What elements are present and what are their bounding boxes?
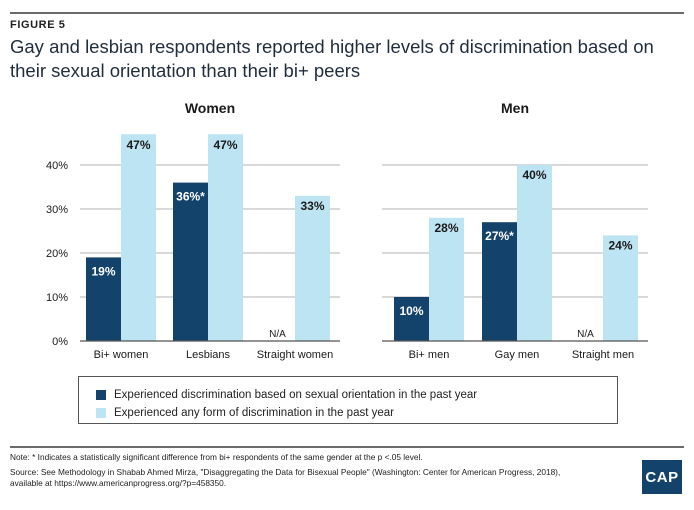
panel-1-ytick-label: 10% bbox=[46, 292, 68, 304]
cap-logo: CAP bbox=[642, 460, 682, 494]
panel-1-ytick-label: 0% bbox=[52, 336, 68, 348]
panel-2-data-label: 28% bbox=[434, 221, 458, 235]
panel-1-ytick-label: 30% bbox=[46, 204, 68, 216]
source-line-1: Source: See Methodology in Shabab Ahmed … bbox=[10, 467, 561, 477]
panel-1-data-label: 33% bbox=[300, 199, 324, 213]
panel-1-category-label: Lesbians bbox=[186, 349, 231, 361]
legend-label-1: Experienced discrimination based on sexu… bbox=[114, 389, 478, 401]
panel-1-data-label: 19% bbox=[91, 264, 115, 278]
panel-2-category-label: Gay men bbox=[495, 349, 540, 361]
bar-chart: Women 0% 10% 20% 30% 40% 19% 47% Bi+ women 36%* 47… bbox=[46, 100, 648, 361]
legend-swatch-1 bbox=[96, 390, 106, 400]
source-line-2: available at https://www.americanprogres… bbox=[10, 478, 227, 488]
panel-2-bar-any bbox=[429, 217, 464, 341]
panel-2-data-label: 10% bbox=[399, 304, 423, 318]
panel-2-bar-any bbox=[517, 165, 552, 341]
panel-1-data-label: 47% bbox=[126, 138, 150, 152]
panel-2-category-label: Bi+ men bbox=[409, 349, 450, 361]
panel-2-bar-orientation bbox=[394, 297, 429, 341]
panel-2-data-label: 24% bbox=[608, 238, 632, 252]
panel-2-na-label: N/A bbox=[577, 329, 594, 340]
panel-1-bar-any bbox=[208, 134, 243, 341]
panel-1-bar-any bbox=[121, 134, 156, 341]
legend-item-2: Experienced any form of discrimination i… bbox=[96, 406, 394, 420]
panel-2-data-label: 27%* bbox=[485, 229, 514, 243]
panel-1-data-label: 47% bbox=[213, 138, 237, 152]
panel-1-na-label: N/A bbox=[269, 329, 286, 340]
panel-2-category-label: Straight men bbox=[572, 349, 634, 361]
panel-1-ytick-label: 20% bbox=[46, 248, 68, 260]
figure-label: FIGURE 5 bbox=[10, 19, 66, 31]
panel-1-data-label: 36%* bbox=[176, 190, 205, 204]
chart-title: Gay and lesbian respondents reported hig… bbox=[10, 36, 654, 81]
panel-2-data-label: 40% bbox=[522, 168, 546, 182]
panel-1-title: Women bbox=[185, 100, 235, 116]
panel-2-bar-any bbox=[603, 235, 638, 341]
legend bbox=[78, 376, 618, 424]
panel-1-category-label: Bi+ women bbox=[94, 349, 149, 361]
panel-1-category-label: Straight women bbox=[257, 349, 333, 361]
panel-1-bar-orientation bbox=[86, 257, 121, 341]
panel-1-bar-orientation bbox=[173, 182, 208, 341]
panel-2-bar-orientation bbox=[482, 222, 517, 341]
bottom-rule bbox=[10, 446, 684, 448]
panel-2-title: Men bbox=[501, 100, 529, 116]
panel-1-bar-any bbox=[295, 195, 330, 341]
top-rule bbox=[10, 12, 684, 14]
footnote: Note: * Indicates a statistically signif… bbox=[10, 452, 423, 462]
panel-1-ytick-label: 40% bbox=[46, 160, 68, 172]
legend-label-2: Experienced any form of discrimination i… bbox=[114, 407, 394, 419]
legend-item-1: Experienced discrimination based on sexu… bbox=[96, 388, 477, 402]
legend-swatch-2 bbox=[96, 408, 106, 418]
